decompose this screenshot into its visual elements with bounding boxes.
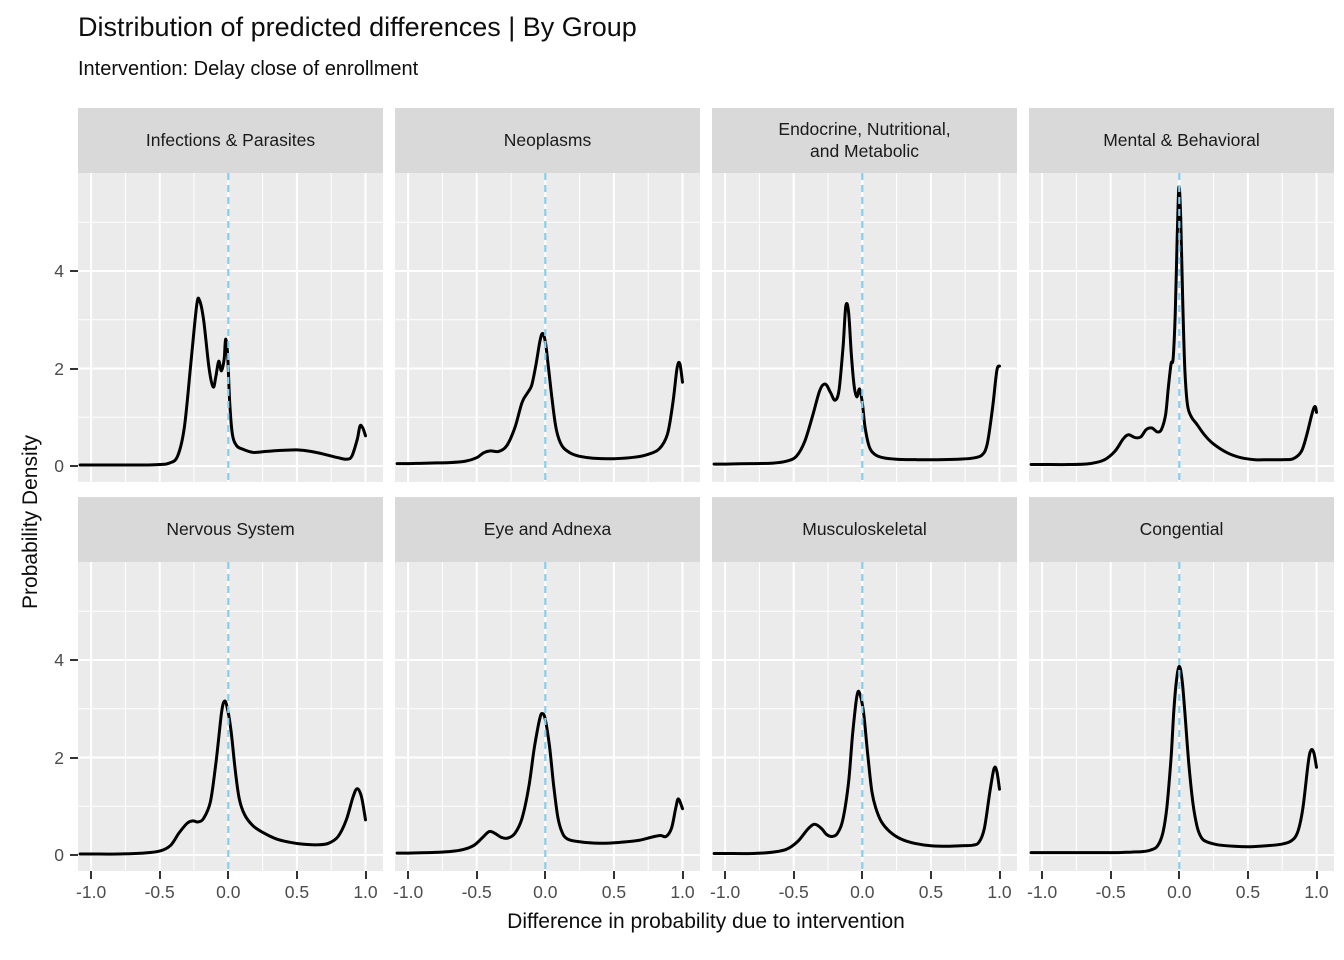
facet-panel [395,173,700,482]
facet-panel [1029,562,1334,871]
x-tick-mark [1109,871,1112,879]
x-tick-label: -0.5 [144,882,175,902]
x-tick-label: -0.5 [461,882,492,902]
x-tick-mark [792,871,795,879]
x-tick-label: 0.0 [850,882,875,902]
facet-strip: Mental & Behavioral [1029,108,1334,173]
density-curve [78,296,367,467]
x-tick-label: -1.0 [76,882,107,902]
x-tick-mark [227,871,230,879]
facet-panel [78,562,383,871]
y-tick-label: 4 [54,650,64,670]
facet-strip: Eye and Adnexa [395,497,700,562]
facet-strip-label: Infections & Parasites [145,129,316,150]
x-tick-label: -0.5 [778,882,809,902]
facet-strip-label: Congential [1139,518,1224,539]
x-tick-mark [998,871,1001,879]
x-tick-mark [612,871,615,879]
y-tick-label: 2 [54,747,64,768]
y-tick-mark [70,659,78,661]
x-tick-mark [475,871,478,879]
panel-background [78,173,383,482]
x-tick-label: 0.0 [1167,882,1192,902]
plot-subtitle: Intervention: Delay close of enrollment [78,58,419,80]
facet-strip-label: Neoplasms [503,129,592,150]
y-tick-mark [70,854,78,856]
facet-panel [712,562,1017,871]
facet-strip-label: Nervous System [166,518,295,539]
x-tick-label: -1.0 [1027,882,1058,902]
density-curve [712,302,1001,466]
density-curve [78,699,367,856]
x-tick-label: -1.0 [393,882,424,902]
y-tick-label: 2 [54,358,64,379]
x-tick-label: -1.0 [710,882,741,902]
facet-strip: Infections & Parasites [78,108,383,173]
x-tick-label: 0.0 [216,882,241,902]
x-tick-label: 1.0 [353,882,378,902]
x-tick-mark [1315,871,1318,879]
x-tick-mark [158,871,161,879]
x-tick-mark [90,871,93,879]
facet-strip-label: Musculoskeletal [802,518,927,539]
x-tick-mark [724,871,727,879]
y-tick-mark [70,270,78,272]
panel-background [712,173,1017,482]
x-tick-mark [1246,871,1249,879]
y-tick-mark [70,367,78,370]
x-tick-mark [929,871,932,879]
plot-title: Distribution of predicted differences | … [78,12,637,42]
x-tick-label: 0.5 [1235,882,1261,902]
y-tick-label: 0 [54,456,64,476]
x-tick-label: 1.0 [987,882,1012,902]
panel-background [395,562,700,871]
x-tick-label: 0.5 [918,882,944,902]
x-tick-mark [1178,871,1181,879]
x-tick-mark [364,871,367,879]
x-tick-mark [544,871,547,879]
facet-panel [1029,173,1334,482]
x-tick-label: -0.5 [1095,882,1126,902]
facet-strip: Nervous System [78,497,383,562]
x-tick-mark [861,871,864,879]
facet-strip: Musculoskeletal [712,497,1017,562]
y-tick-label: 0 [54,845,64,865]
facet-panel [395,562,700,871]
density-curve [1029,664,1318,855]
facet-panel [712,173,1017,482]
x-tick-mark [295,871,298,879]
facet-strip-label: Mental & Behavioral [1103,129,1260,150]
facet-strip-label: Endocrine, Nutritional, and Metabolic [778,118,951,161]
x-tick-mark [1041,871,1044,879]
x-tick-mark [407,871,410,879]
y-tick-label: 4 [54,261,64,281]
density-curve [395,712,684,855]
facet-panel [78,173,383,482]
density-curve [395,331,684,466]
facet-strip: Endocrine, Nutritional, and Metabolic [712,108,1017,173]
facet-strip: Neoplasms [395,108,700,173]
x-tick-mark [681,871,684,879]
panel-background [1029,562,1334,871]
x-tick-label: 0.0 [533,882,558,902]
x-tick-label: 1.0 [670,882,695,902]
x-tick-label: 0.5 [284,882,310,902]
y-tick-mark [70,465,78,467]
panel-background [395,173,700,482]
panel-background [78,562,383,871]
facet-strip: Congential [1029,497,1334,562]
facet-strip-label: Eye and Adnexa [483,518,612,539]
density-curve [712,689,1001,856]
x-tick-label: 1.0 [1304,882,1329,902]
x-tick-label: 0.5 [601,882,627,902]
y-tick-mark [70,756,78,759]
x-axis-title: Difference in probability due to interve… [507,910,905,933]
